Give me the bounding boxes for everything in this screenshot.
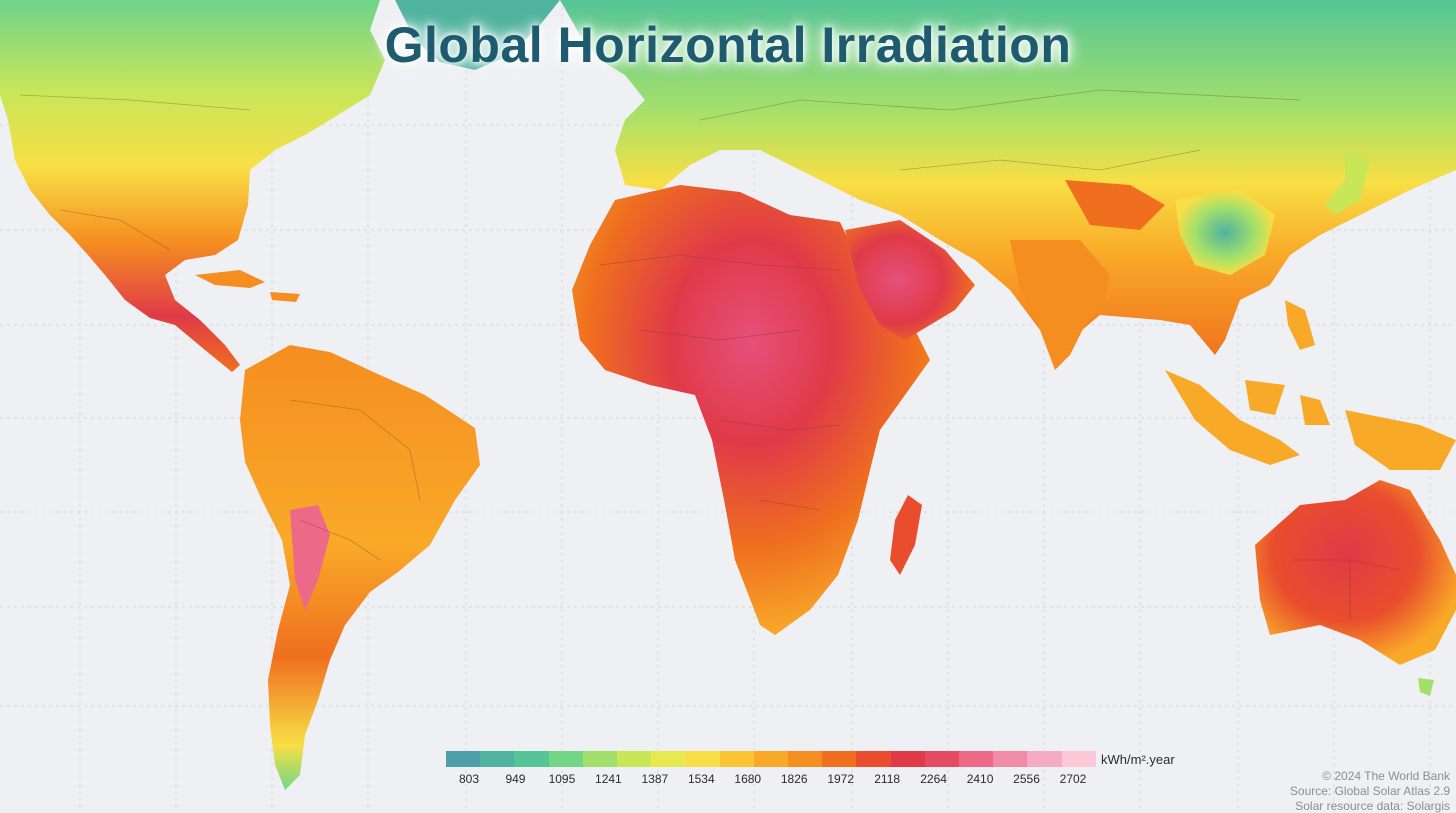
legend-swatch (446, 751, 481, 767)
africa (572, 185, 930, 635)
south-america (240, 345, 480, 790)
india (1010, 240, 1110, 370)
legend-swatch (856, 751, 891, 767)
legend-swatch (924, 751, 960, 767)
legend-tick-label: 2556 (1013, 772, 1040, 786)
southeast-asia-islands (1165, 370, 1456, 470)
legend-tick-labels: 803 949 1095 1241 1387 1534 1680 1826 1972 2118 22… (446, 772, 1096, 788)
legend-tick-label: 803 (458, 772, 480, 786)
legend-swatch (685, 751, 720, 767)
tasmania (1418, 678, 1434, 696)
country-borders (19, 89, 1401, 620)
legend-swatch (651, 751, 686, 767)
legend-tick-label: 1972 (827, 772, 855, 786)
legend-swatch (788, 751, 823, 767)
map-title: Global Horizontal Irradiation (384, 17, 1072, 73)
legend-tick-label: 1534 (687, 772, 715, 786)
legend-swatch (1061, 751, 1096, 767)
philippines (1285, 300, 1315, 350)
arabian-peninsula (845, 220, 975, 340)
caribbean-islands (195, 270, 300, 302)
legend-tick-label: 2702 (1059, 772, 1087, 786)
legend-swatch (514, 751, 549, 767)
legend-swatch (993, 751, 1028, 767)
legend-unit-label: kWh/m².year (1101, 752, 1175, 767)
credits: © 2024 The World Bank Source: Global Sol… (1290, 769, 1450, 813)
legend-tick-label: 1241 (595, 772, 622, 786)
legend-swatch (890, 751, 925, 767)
source-text: Source: Global Solar Atlas 2.9 (1289, 784, 1450, 798)
legend-tick-label: 2118 (874, 772, 901, 786)
legend-swatch (548, 751, 583, 767)
madagascar (890, 495, 922, 575)
legend-swatch (617, 751, 652, 767)
legend-tick-label: 2264 (920, 772, 947, 786)
australia (1255, 480, 1456, 665)
china-basin (1175, 190, 1275, 275)
color-legend: 803 949 1095 1241 1387 1534 1680 1826 1972 2118 22… (446, 751, 1098, 791)
greenland (395, 0, 560, 70)
japan (1325, 150, 1370, 215)
legend-swatch (582, 751, 618, 767)
legend-tick-label: 1095 (548, 772, 576, 786)
north-america (0, 0, 385, 372)
legend-swatch (822, 751, 857, 767)
legend-swatch (753, 751, 789, 767)
legend-swatch (1027, 751, 1062, 767)
atacama-highlands (290, 505, 330, 610)
legend-color-bar (446, 751, 1096, 767)
legend-swatch (480, 751, 515, 767)
legend-tick-label: 2410 (966, 772, 994, 786)
tibet-plateau (1065, 180, 1165, 230)
resource-text: Solar resource data: Solargis (1295, 799, 1450, 813)
legend-tick-label: 949 (505, 772, 526, 786)
copyright-text: © 2024 The World Bank (1322, 769, 1450, 783)
legend-tick-label: 1680 (734, 772, 762, 786)
legend-tick-label: 1826 (780, 772, 808, 786)
legend-swatch (719, 751, 754, 767)
legend-tick-label: 1387 (641, 772, 669, 786)
legend-swatch (959, 751, 994, 767)
